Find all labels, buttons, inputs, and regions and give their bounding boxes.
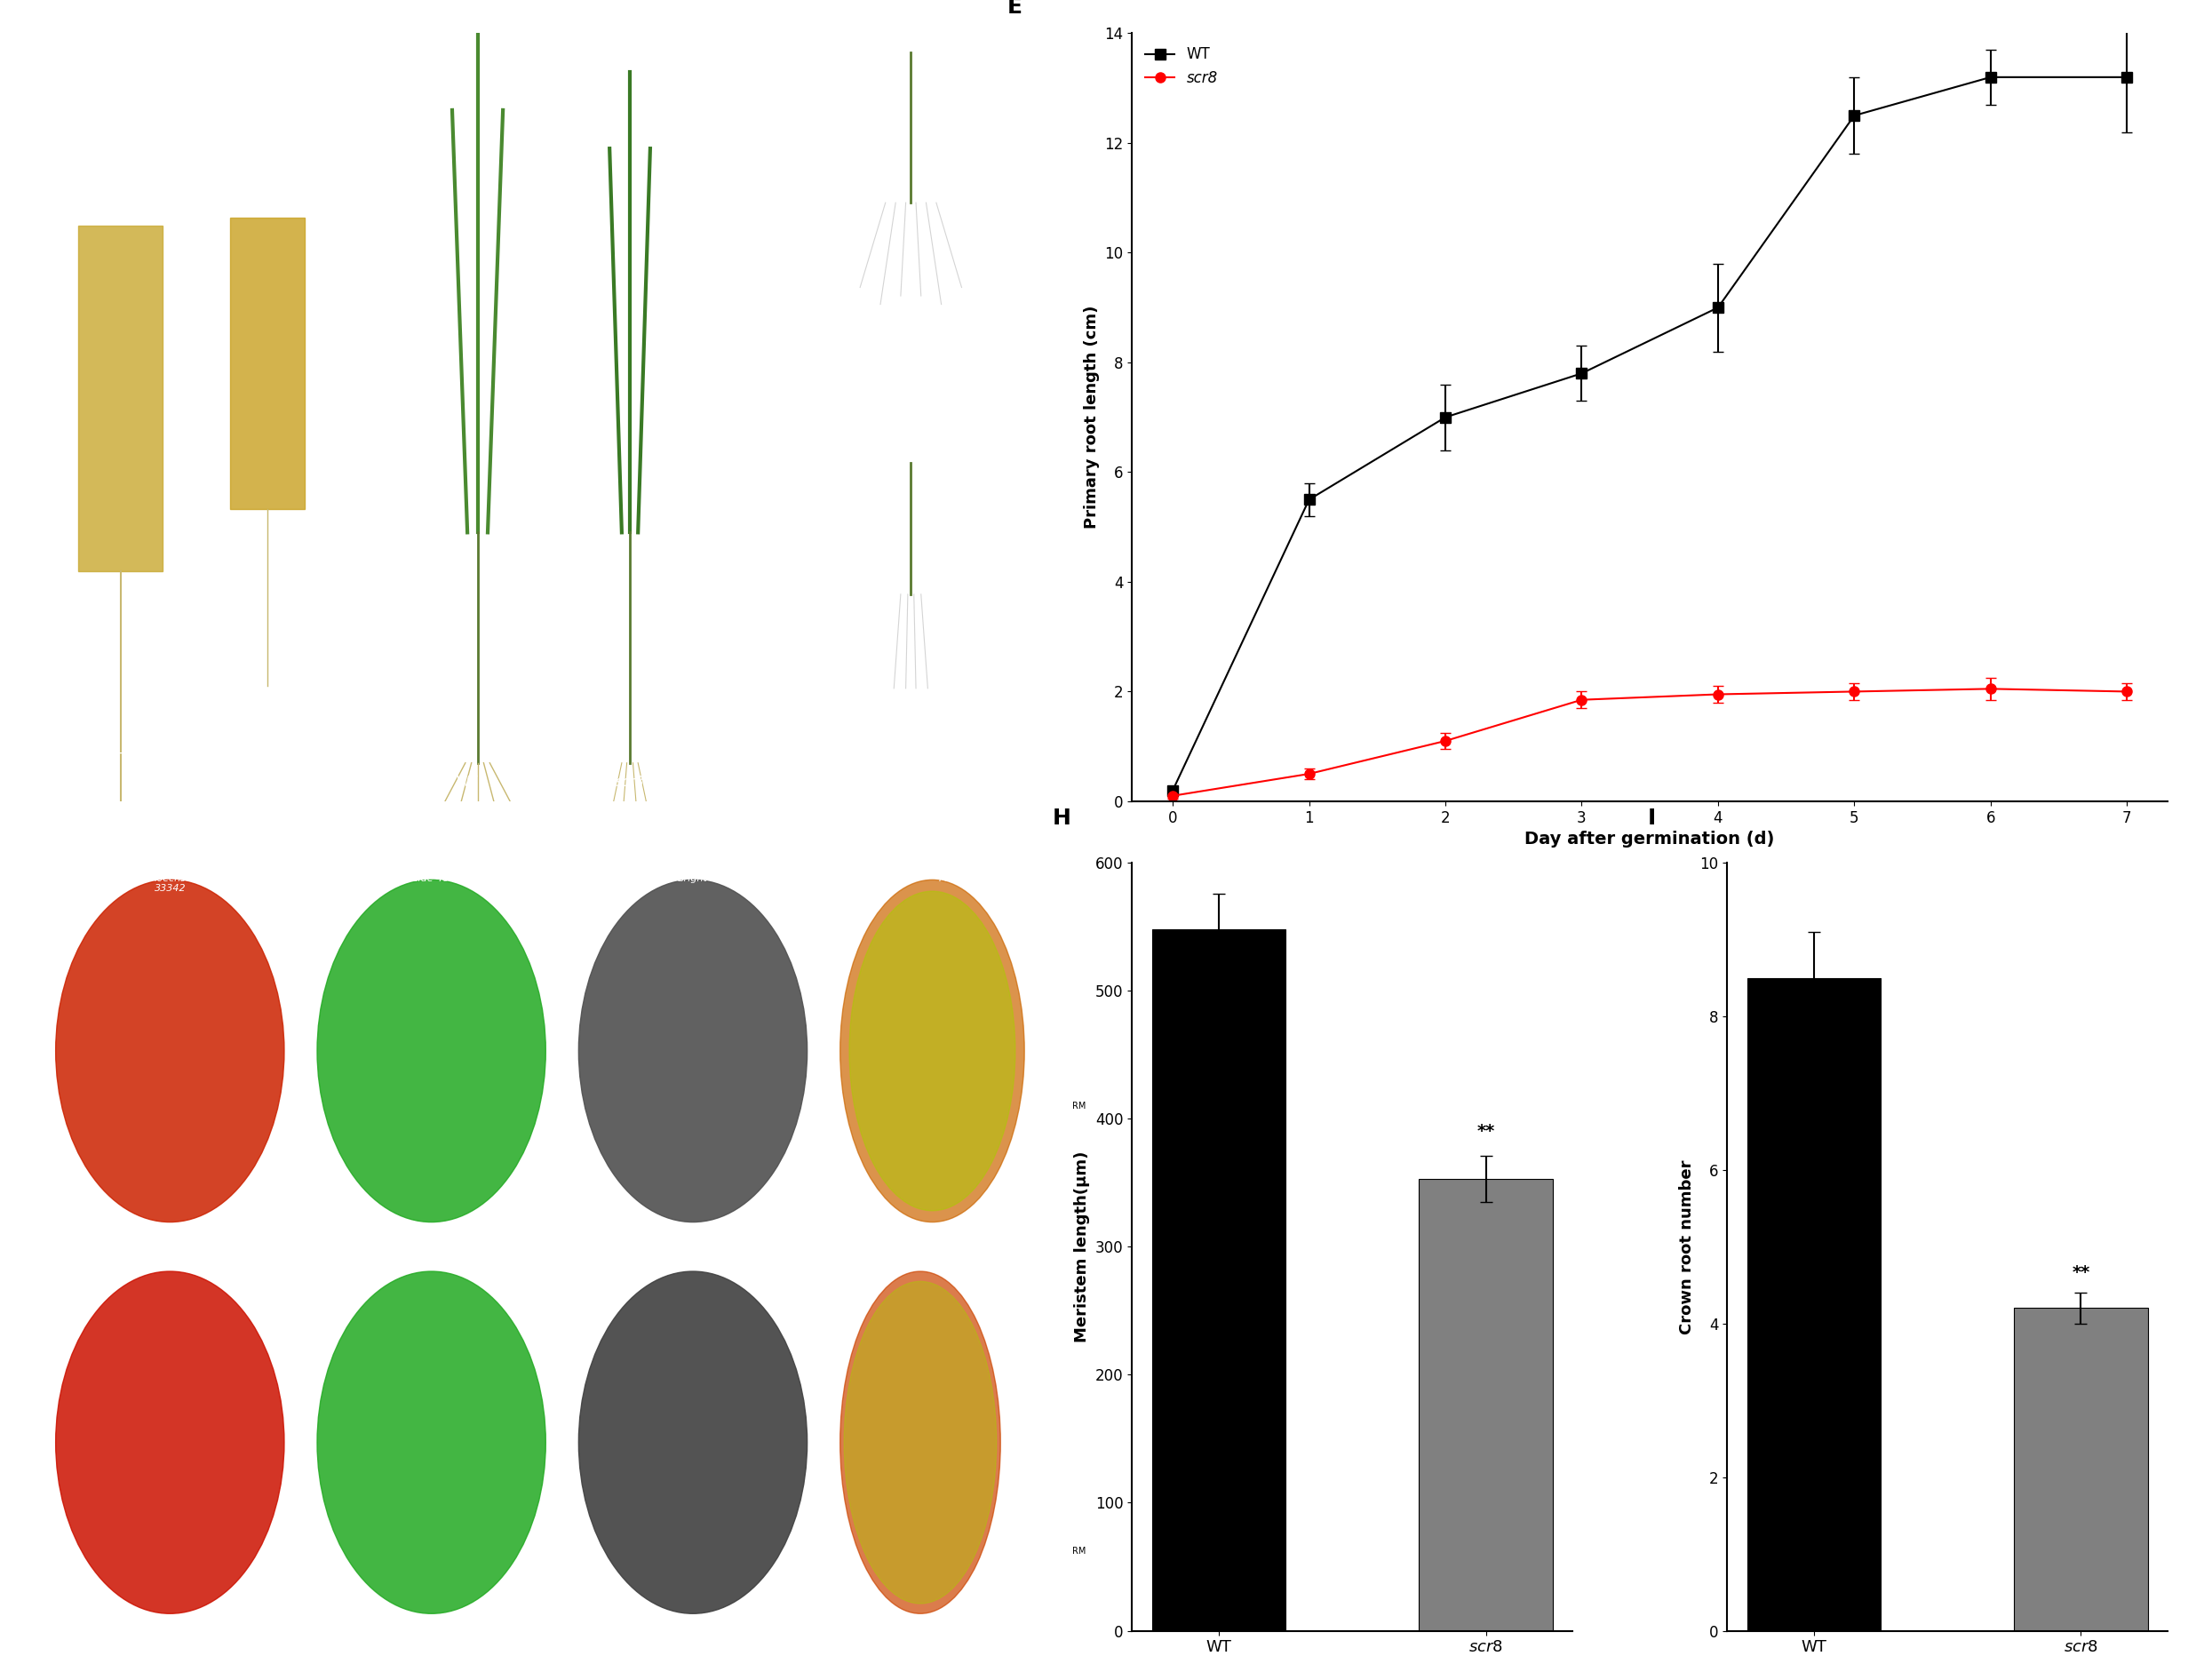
Text: scr8: scr8: [261, 752, 290, 765]
Text: A: A: [58, 57, 75, 78]
Text: B: B: [407, 57, 422, 78]
Text: F: F: [58, 874, 71, 892]
Text: Hoechst
33342: Hoechst 33342: [150, 874, 190, 894]
Ellipse shape: [55, 1271, 283, 1614]
Bar: [1747, 978, 1880, 1631]
Text: WT: WT: [860, 369, 883, 383]
Bar: [1420, 1178, 1553, 1631]
Y-axis label: Crown root number: Crown root number: [1679, 1160, 1694, 1335]
Ellipse shape: [849, 892, 1015, 1211]
Bar: [2015, 1308, 2148, 1631]
Y-axis label: Primary root length (cm): Primary root length (cm): [1084, 306, 1099, 529]
Ellipse shape: [580, 1271, 807, 1614]
Ellipse shape: [841, 1271, 1000, 1614]
Text: D: D: [754, 436, 774, 458]
Text: G: G: [58, 1266, 73, 1283]
Ellipse shape: [845, 1281, 995, 1604]
Text: **: **: [1478, 1123, 1495, 1140]
Bar: [1152, 929, 1285, 1631]
Bar: [77, 225, 164, 571]
Text: **: **: [2073, 1265, 2090, 1281]
Ellipse shape: [316, 880, 546, 1221]
Text: scr8: scr8: [940, 1253, 964, 1265]
Ellipse shape: [55, 880, 283, 1221]
Text: scr8: scr8: [615, 775, 644, 789]
Text: Merge: Merge: [938, 874, 971, 884]
Text: H: H: [1053, 807, 1071, 829]
Text: WT: WT: [456, 775, 478, 789]
Bar: [230, 218, 305, 509]
Text: E: E: [1009, 0, 1022, 18]
Text: RM: RM: [1073, 1102, 1086, 1110]
Y-axis label: Meristem length(μm): Meristem length(μm): [1075, 1151, 1091, 1343]
Text: WT: WT: [1053, 859, 1071, 870]
Text: WT: WT: [102, 752, 124, 765]
Text: C: C: [754, 45, 772, 67]
Ellipse shape: [316, 1271, 546, 1614]
Legend: WT, scr8: WT, scr8: [1139, 40, 1223, 92]
Text: RM: RM: [1073, 1548, 1086, 1556]
Ellipse shape: [580, 880, 807, 1221]
Text: Bright: Bright: [677, 874, 708, 884]
X-axis label: Day after germination (d): Day after germination (d): [1524, 830, 1774, 847]
Text: I: I: [1648, 807, 1657, 829]
Text: scr8: scr8: [836, 769, 865, 782]
Ellipse shape: [841, 880, 1024, 1221]
Text: Azide 488: Azide 488: [407, 874, 456, 884]
